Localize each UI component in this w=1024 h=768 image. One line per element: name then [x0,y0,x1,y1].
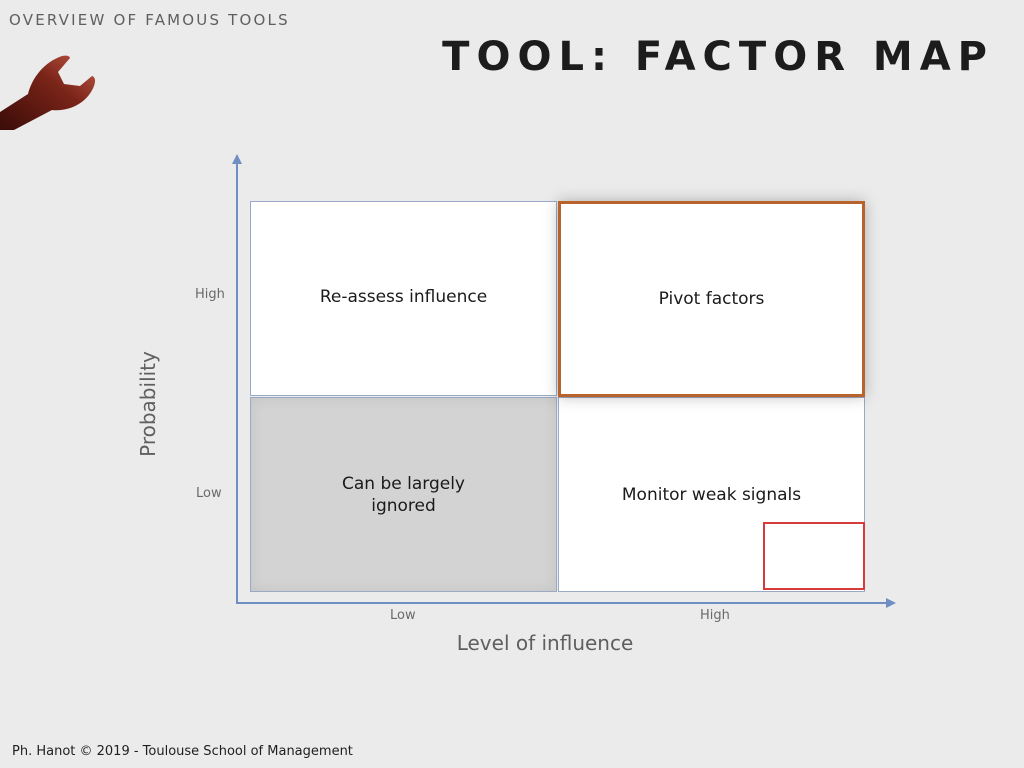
page-title: TOOL: FACTOR MAP [442,34,994,80]
quadrant-reassess-influence: Re-assess influence [250,201,557,396]
y-axis-label: Probability [136,351,160,457]
y-tick-high: High [195,287,225,302]
x-axis-label: Level of influence [456,631,634,655]
quadrant-label: Monitor weak signals [621,484,802,505]
wrench-icon [0,55,96,130]
quadrant-label: Pivot factors [658,289,765,309]
footer-credit: Ph. Hanot © 2019 - Toulouse School of Ma… [12,744,353,759]
highlight-box [763,522,865,590]
quadrant-ignored: Can be largely ignored [250,397,557,592]
x-tick-low: Low [390,608,416,623]
quadrant-label: Can be largely ignored [342,473,465,516]
quadrant-label: Re-assess influence [319,286,488,307]
section-title: OVERVIEW OF FAMOUS TOOLS [9,11,290,29]
y-tick-low: Low [196,486,222,501]
x-tick-high: High [700,608,730,623]
quadrant-pivot-factors: Pivot factors [558,201,865,397]
